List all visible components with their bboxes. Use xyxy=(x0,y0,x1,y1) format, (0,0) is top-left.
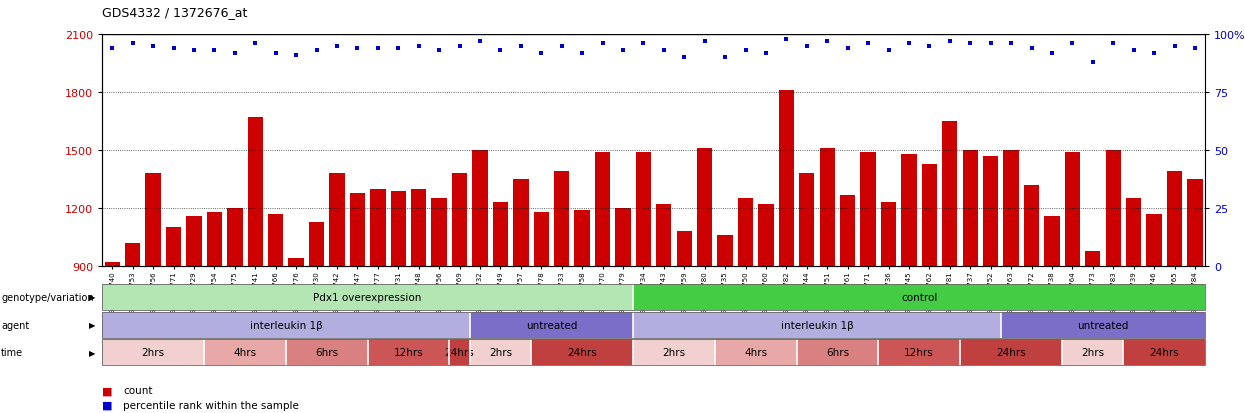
Text: time: time xyxy=(1,347,24,358)
Bar xyxy=(1106,151,1120,266)
Text: 24hrs: 24hrs xyxy=(1149,347,1179,358)
Bar xyxy=(1167,172,1183,266)
Bar xyxy=(799,174,814,266)
Text: count: count xyxy=(123,385,153,395)
Text: 4hrs: 4hrs xyxy=(234,347,256,358)
Bar xyxy=(860,153,875,266)
Bar xyxy=(717,235,733,266)
Text: untreated: untreated xyxy=(1077,320,1129,330)
Bar xyxy=(227,209,243,266)
Text: 12hrs: 12hrs xyxy=(393,347,423,358)
Bar xyxy=(187,216,202,266)
Bar xyxy=(207,212,222,266)
Bar xyxy=(350,193,365,266)
Bar xyxy=(268,214,284,266)
Bar xyxy=(1147,214,1162,266)
Bar xyxy=(493,203,508,266)
Bar xyxy=(656,205,671,266)
Text: 2hrs: 2hrs xyxy=(489,347,512,358)
Bar xyxy=(881,203,896,266)
Text: percentile rank within the sample: percentile rank within the sample xyxy=(123,400,299,410)
Bar xyxy=(962,151,977,266)
Bar xyxy=(146,174,161,266)
Text: 4hrs: 4hrs xyxy=(745,347,767,358)
Bar xyxy=(697,149,712,266)
Bar xyxy=(554,172,569,266)
Bar xyxy=(452,174,467,266)
Bar xyxy=(615,209,631,266)
Text: control: control xyxy=(901,292,937,302)
Bar xyxy=(574,211,590,266)
Bar xyxy=(309,222,324,266)
Text: ▶: ▶ xyxy=(88,320,96,329)
Text: ■: ■ xyxy=(102,385,112,395)
Bar xyxy=(534,212,549,266)
Text: genotype/variation: genotype/variation xyxy=(1,292,93,302)
Text: ▶: ▶ xyxy=(88,293,96,301)
Text: 24hrs: 24hrs xyxy=(444,347,474,358)
Bar xyxy=(370,189,386,266)
Text: 2hrs: 2hrs xyxy=(662,347,686,358)
Bar xyxy=(984,157,998,266)
Text: interleukin 1β: interleukin 1β xyxy=(781,320,853,330)
Bar xyxy=(1045,216,1059,266)
Bar xyxy=(738,199,753,266)
Text: ■: ■ xyxy=(102,400,112,410)
Bar xyxy=(1125,199,1142,266)
Bar xyxy=(636,153,651,266)
Bar xyxy=(472,151,488,266)
Bar xyxy=(819,149,835,266)
Bar xyxy=(1003,151,1018,266)
Bar xyxy=(289,259,304,266)
Text: 6hrs: 6hrs xyxy=(315,347,339,358)
Text: 2hrs: 2hrs xyxy=(1081,347,1104,358)
Text: untreated: untreated xyxy=(525,320,578,330)
Text: GDS4332 / 1372676_at: GDS4332 / 1372676_at xyxy=(102,6,248,19)
Bar xyxy=(595,153,610,266)
Bar xyxy=(248,118,263,266)
Bar xyxy=(840,195,855,266)
Bar xyxy=(1086,251,1101,266)
Bar xyxy=(942,122,957,266)
Text: 6hrs: 6hrs xyxy=(825,347,849,358)
Bar xyxy=(432,199,447,266)
Text: ▶: ▶ xyxy=(88,348,96,357)
Bar xyxy=(901,154,916,266)
Text: 12hrs: 12hrs xyxy=(904,347,934,358)
Bar xyxy=(778,91,794,266)
Bar xyxy=(1023,185,1040,266)
Bar xyxy=(166,228,182,266)
Text: interleukin 1β: interleukin 1β xyxy=(249,320,322,330)
Bar xyxy=(330,174,345,266)
Bar xyxy=(391,191,406,266)
Bar xyxy=(758,205,773,266)
Bar xyxy=(513,180,529,266)
Bar xyxy=(124,243,141,266)
Bar xyxy=(1188,180,1203,266)
Bar xyxy=(411,189,426,266)
Text: 2hrs: 2hrs xyxy=(142,347,164,358)
Bar xyxy=(1064,153,1081,266)
Text: Pdx1 overexpression: Pdx1 overexpression xyxy=(314,292,422,302)
Bar xyxy=(105,263,120,266)
Text: 24hrs: 24hrs xyxy=(996,347,1026,358)
Bar xyxy=(921,164,937,266)
Text: agent: agent xyxy=(1,320,30,330)
Text: 24hrs: 24hrs xyxy=(568,347,598,358)
Bar xyxy=(676,232,692,266)
